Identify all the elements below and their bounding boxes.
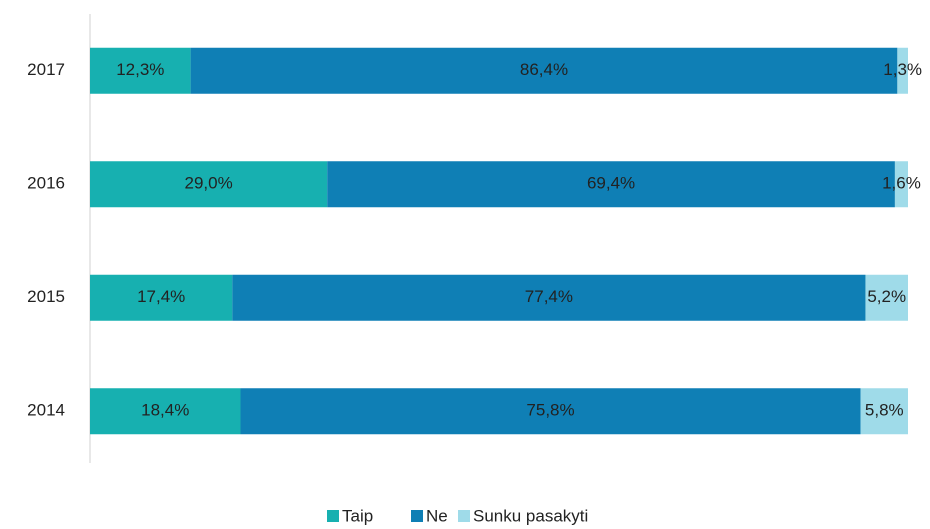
bar-segment — [240, 388, 861, 435]
data-label: 75,8% — [526, 401, 574, 420]
bar-segment — [90, 161, 328, 208]
data-label: 69,4% — [587, 174, 635, 193]
data-label: 17,4% — [137, 287, 185, 306]
data-label: 29,0% — [185, 174, 233, 193]
data-label: 77,4% — [525, 287, 573, 306]
bar-segment — [90, 47, 191, 94]
legend-swatch — [411, 510, 423, 522]
legend-label: Sunku pasakyti — [473, 506, 588, 525]
bar-segment — [90, 274, 233, 321]
data-label: 5,2% — [867, 287, 906, 306]
bar-segment — [865, 274, 908, 321]
y-tick-label: 2015 — [27, 287, 65, 306]
bar-segment — [232, 274, 866, 321]
data-label: 1,3% — [883, 60, 922, 79]
data-label: 1,6% — [882, 174, 921, 193]
bar-segment — [190, 47, 898, 94]
bar-segment — [860, 388, 908, 435]
legend-swatch — [327, 510, 339, 522]
bar-segment — [894, 161, 908, 208]
legend-label: Taip — [342, 506, 373, 525]
data-label: 86,4% — [520, 60, 568, 79]
data-label: 18,4% — [141, 401, 189, 420]
bar-segment — [90, 388, 241, 435]
y-tick-label: 2014 — [27, 401, 65, 420]
y-tick-label: 2016 — [27, 174, 65, 193]
data-label: 12,3% — [116, 60, 164, 79]
y-tick-label: 2017 — [27, 60, 65, 79]
legend-label: Ne — [426, 506, 448, 525]
bar-segment — [897, 47, 908, 94]
data-label: 5,8% — [865, 401, 904, 420]
legend-swatch — [458, 510, 470, 522]
bar-segment — [327, 161, 895, 208]
